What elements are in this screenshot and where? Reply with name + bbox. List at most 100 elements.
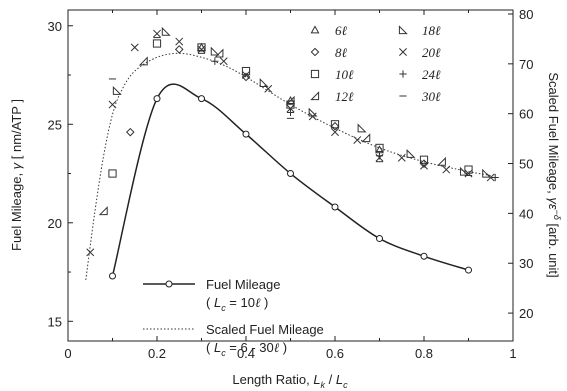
legend-marker-label: 18ℓ (422, 23, 441, 38)
marker-point (330, 121, 340, 131)
x-tick-label: 0.4 (237, 346, 255, 361)
marker-point (125, 127, 135, 137)
legend-marker-symbol (310, 47, 320, 57)
marker-point (406, 149, 416, 158)
x-tick-label: 0 (64, 346, 71, 361)
marker-point (442, 165, 451, 174)
marker-point (197, 45, 206, 54)
fuel-mileage-point (109, 272, 116, 280)
legend-marker-label: 10ℓ (335, 67, 354, 82)
marker-point (214, 48, 224, 58)
marker-point (420, 161, 428, 170)
x-axis-title: Length Ratio, Lk / Lc (232, 372, 348, 390)
left-y-axis-title: Fuel Mileage, γ [ nm/ATP ] (9, 99, 24, 251)
curves (85, 52, 491, 280)
left-y-tick-label: 25 (48, 117, 62, 132)
left-y-tick-label: 20 (48, 216, 62, 231)
left-y-tick-label: 15 (48, 314, 62, 329)
marker-point (219, 57, 228, 66)
fuel-mileage-point (242, 130, 250, 138)
right-y-tick-label: 60 (519, 107, 533, 122)
marker-point (108, 100, 117, 109)
legend-solid-marker (165, 280, 173, 288)
marker-point (98, 206, 108, 216)
legend-marker-label: 12ℓ (335, 89, 354, 104)
legend-marker-symbol (310, 25, 320, 34)
marker-point (286, 108, 295, 117)
marker-point (130, 43, 139, 52)
legend-fuel-mileage-sub: ( Lc = 10ℓ ) (206, 295, 268, 313)
legend-marker-label: 30ℓ (421, 89, 441, 104)
marker-legend: 6ℓ 8ℓ 10ℓ 12ℓ 18ℓ 20ℓ 24ℓ 30ℓ (310, 23, 441, 104)
fuel-mileage-point (465, 266, 472, 274)
x-tick-label: 0.2 (148, 346, 166, 361)
fuel-mileage-point (198, 95, 205, 103)
marker-point (138, 56, 148, 66)
legend-marker-label: 24ℓ (422, 67, 441, 82)
marker-point (491, 173, 499, 182)
legend-marker-symbol (310, 69, 320, 79)
marker-point (174, 45, 184, 54)
marker-point (330, 120, 340, 129)
legend-marker-symbol (399, 70, 407, 78)
legend-scaled-label: Scaled Fuel Mileage (206, 322, 324, 337)
marker-point (259, 78, 269, 87)
marker-point (241, 72, 251, 82)
marker-point (108, 169, 117, 178)
marker-point (308, 112, 317, 121)
right-y-tick-label: 40 (519, 206, 533, 221)
marker-point (419, 155, 429, 164)
marker-point (375, 152, 384, 160)
marker-point (86, 248, 95, 257)
marker-point (161, 26, 171, 36)
marker-point (482, 168, 492, 178)
marker-point (152, 39, 162, 48)
marker-point (397, 153, 406, 162)
right-y-tick-label: 80 (519, 7, 533, 22)
right-y-axis-title: Scaled Fuel Mileage, γε−δ [arb. unit] (546, 72, 562, 277)
fuel-mileage-point (153, 95, 161, 103)
marker-point (286, 96, 295, 105)
legend-marker-label: 8ℓ (335, 45, 348, 60)
axis-ticks: 0 0.2 0.4 0.6 0.8 1 15 20 25 30 20 30 40 50 60 70 80 (48, 7, 534, 361)
legend-fuel-mileage-label: Fuel Mileage (206, 277, 280, 292)
marker-point (459, 166, 469, 176)
right-y-tick-label: 70 (519, 57, 533, 72)
fuel-mileage-point (287, 170, 294, 178)
marker-point (308, 107, 318, 117)
marker-point (264, 84, 273, 93)
marker-point (357, 123, 367, 133)
fuel-mileage-point (331, 203, 339, 211)
marker-point (242, 71, 250, 79)
legend-marker-symbol (399, 48, 407, 56)
right-y-tick-label: 50 (519, 157, 533, 172)
marker-point (464, 165, 473, 174)
fuel-mileage-point (420, 252, 428, 260)
marker-point (353, 136, 362, 144)
marker-point (112, 85, 122, 95)
fuel-mileage-curve (111, 83, 469, 277)
right-y-tick-label: 20 (519, 306, 533, 321)
legend-marker-symbol (310, 91, 320, 101)
left-y-tick-label: 30 (48, 19, 62, 34)
marker-point (419, 159, 429, 168)
data-markers (86, 26, 499, 257)
scaled-fuel-mileage-curve (85, 52, 491, 280)
marker-point (211, 57, 219, 65)
marker-point (197, 43, 206, 52)
marker-point (153, 29, 161, 38)
marker-point (486, 173, 495, 182)
x-tick-label: 1 (509, 346, 516, 361)
legend-marker-symbol (398, 25, 408, 35)
marker-point (175, 37, 184, 46)
x-tick-label: 0.8 (415, 346, 433, 361)
marker-point (436, 156, 446, 166)
legend-marker-label: 6ℓ (335, 23, 348, 38)
marker-point (285, 95, 295, 105)
marker-point (361, 133, 371, 143)
x-tick-label: 0.6 (326, 346, 344, 361)
marker-point (210, 46, 220, 56)
fuel-mileage-point (376, 235, 383, 243)
marker-point (286, 104, 295, 113)
